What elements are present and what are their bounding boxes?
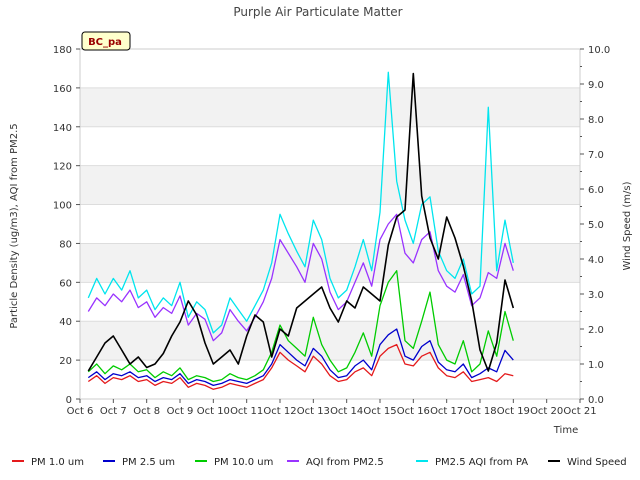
x-tick-label: Oct 16 [397, 406, 430, 417]
x-tick-label: Oct 12 [263, 406, 296, 417]
legend-label-pm-10-0-um: PM 10.0 um [214, 457, 273, 468]
y-tick-label: 0 [66, 395, 72, 406]
series-line-pm2-5-aqi-from-pa [87, 71, 514, 334]
grid-band [80, 87, 580, 127]
x-tick-label: Oct 21 [563, 406, 596, 417]
y-tick-label: 160 [53, 84, 72, 95]
x-tick-label: Oct 7 [100, 406, 127, 417]
series-line-aqi-from-pm2-5 [87, 213, 514, 342]
y2-tick-label: 6.0 [588, 185, 604, 196]
y2-tick-label: 0.0 [588, 395, 604, 406]
y2-tick-label: 3.0 [588, 290, 604, 301]
y2-tick-label: 2.0 [588, 325, 604, 336]
x-tick-label: Oct 17 [430, 406, 463, 417]
y2-tick-label: 7.0 [588, 150, 604, 161]
legend-label-pm-1-0-um: PM 1.0 um [31, 457, 84, 468]
gridline-bands [80, 48, 580, 400]
grid-band [80, 126, 580, 166]
y2-tick-label: 1.0 [588, 360, 604, 371]
grid-band [80, 204, 580, 244]
y-tick-label: 20 [59, 356, 72, 367]
station-badge-box [81, 31, 131, 51]
x-tick-label: Oct 20 [530, 406, 563, 417]
y2-axis: 0.0 1.0 2.0 3.0 4.0 5.0 6.0 7.0 8.0 9.0 10.0 [580, 45, 610, 406]
grid-band [80, 360, 580, 399]
y2-axis-title: Wind Speed (m/s) [622, 181, 633, 270]
y-tick-label: 180 [53, 45, 72, 56]
series-line-pm-10-0-um [87, 270, 514, 383]
legend-label-pm2-5-aqi-from-pa: PM2.5 AQI from PA [435, 457, 528, 468]
x-axis-title: Time [553, 425, 578, 436]
legend: PM 1.0 um PM 2.5 um PM 10.0 um AQI from PM2… [12, 457, 627, 468]
grid-band [80, 282, 580, 322]
series-line-pm-2-5-um [87, 328, 514, 387]
x-tick-label: Oct 18 [463, 406, 496, 417]
y-axis-title: Particle Density (ug/m3), AQI from PM2.5 [9, 123, 20, 328]
x-axis: Oct 6 Oct 7 Oct 8 Oct 9 Oct 10 Oct 11 Oct 12 Oc… [67, 399, 597, 417]
grid-band [80, 321, 580, 361]
legend-label-aqi-from-pm2-5: AQI from PM2.5 [306, 457, 384, 468]
y2-tick-label: 5.0 [588, 220, 604, 231]
x-tick-label: Oct 11 [230, 406, 263, 417]
series-line-wind-speed [87, 72, 515, 372]
x-tick-label: Oct 8 [133, 406, 160, 417]
series-layer [87, 71, 515, 390]
y-axis: 0 20 40 60 80 100 120 140 160 180 [53, 45, 80, 406]
y-tick-label: 40 [59, 317, 72, 328]
station-badge: BC_pa [81, 31, 131, 51]
y-tick-label: 80 [59, 239, 72, 250]
y2-tick-label: 9.0 [588, 80, 604, 91]
legend-label-pm-2-5-um: PM 2.5 um [122, 457, 175, 468]
chart-title: Purple Air Particulate Matter [233, 5, 402, 19]
y-tick-label: 120 [53, 162, 72, 173]
y-tick-label: 140 [53, 123, 72, 134]
x-tick-label: Oct 14 [330, 406, 363, 417]
station-badge-label: BC_pa [88, 37, 122, 48]
y2-tick-label: 4.0 [588, 255, 604, 266]
x-tick-label: Oct 19 [497, 406, 530, 417]
x-tick-label: Oct 15 [363, 406, 396, 417]
x-tick-label: Oct 10 [197, 406, 230, 417]
y-tick-label: 100 [53, 201, 72, 212]
legend-label-wind-speed: Wind Speed [567, 457, 627, 468]
x-tick-label: Oct 6 [67, 406, 94, 417]
x-tick-label: Oct 9 [167, 406, 194, 417]
y-tick-label: 60 [59, 278, 72, 289]
grid-band [80, 165, 580, 205]
grid-band [80, 49, 580, 88]
y2-tick-label: 10.0 [588, 45, 610, 56]
y2-tick-label: 8.0 [588, 115, 604, 126]
series-line-pm-1-0-um [87, 343, 514, 390]
x-tick-label: Oct 13 [297, 406, 330, 417]
